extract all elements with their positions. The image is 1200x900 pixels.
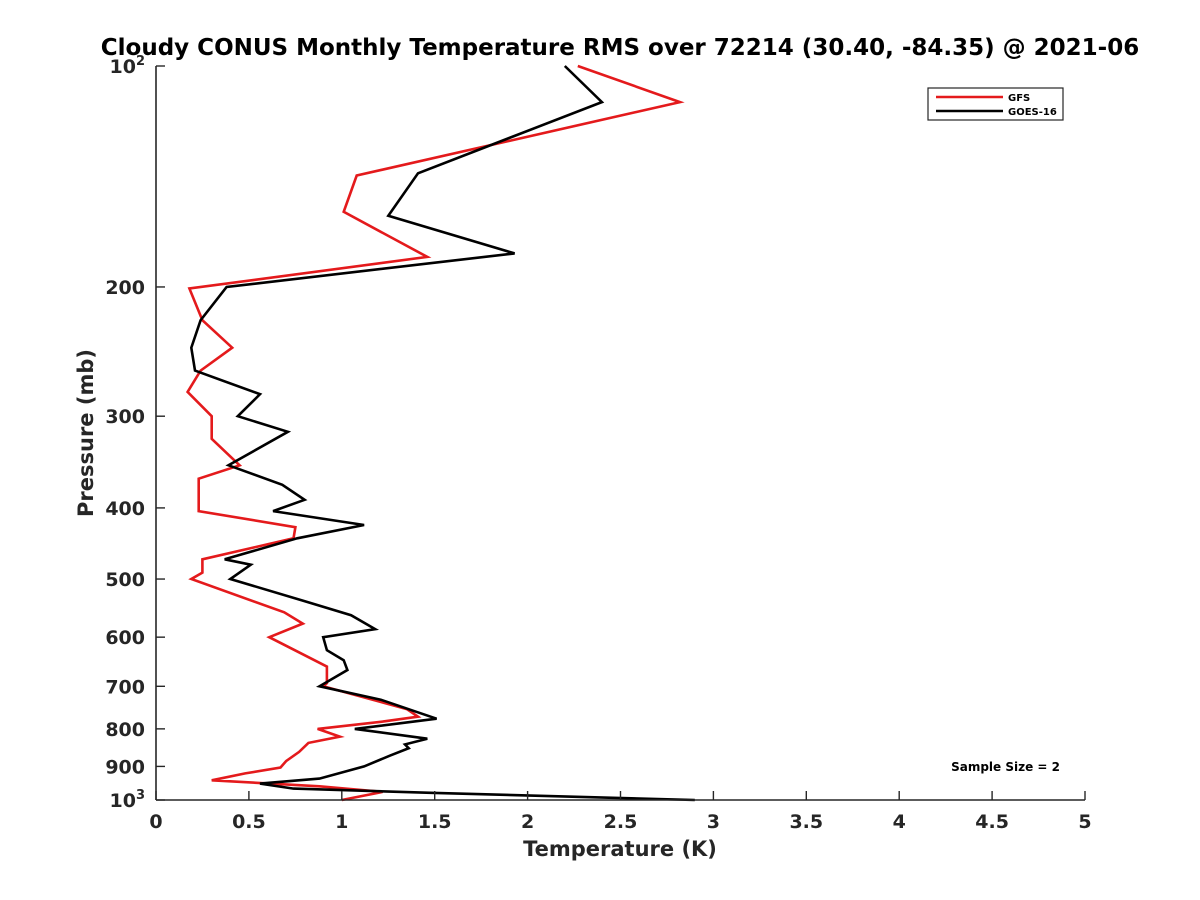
sample-size-annotation: Sample Size = 2 — [951, 760, 1060, 774]
y-axis-label: Pressure (mb) — [74, 349, 98, 517]
x-tick-label: 0 — [149, 811, 162, 833]
x-tick-label: 1.5 — [418, 811, 452, 833]
y-tick-label: 700 — [105, 676, 145, 698]
y-tick-label: 600 — [105, 627, 145, 649]
x-tick-label: 4.5 — [975, 811, 1009, 833]
legend-label: GFS — [1008, 93, 1030, 104]
x-tick-label: 0.5 — [232, 811, 266, 833]
y-tick-label: 800 — [105, 719, 145, 741]
y-tick-label: 400 — [105, 498, 145, 520]
y-axis-ticks: 102 200 300 400 500 600 700 800 900 103 — [105, 54, 165, 812]
x-axis-ticks: 0 0.5 1 1.5 2 2.5 3 3.5 4 4.5 5 — [149, 791, 1092, 833]
x-tick-label: 5 — [1078, 811, 1091, 833]
x-tick-label: 2 — [521, 811, 534, 833]
legend-box — [927, 87, 1064, 121]
x-tick-label: 2.5 — [604, 811, 638, 833]
x-tick-label: 4 — [893, 811, 906, 833]
y-tick-label: 200 — [105, 277, 145, 299]
y-tick-label: 500 — [105, 569, 145, 591]
y-tick-label: 103 — [110, 788, 146, 812]
x-tick-label: 3 — [707, 811, 720, 833]
axes-layer — [155, 66, 1085, 801]
y-tick-label: 900 — [105, 756, 145, 778]
series-layer — [185, 64, 695, 802]
chart-title: Cloudy CONUS Monthly Temperature RMS ove… — [101, 35, 1139, 61]
x-tick-label: 3.5 — [789, 811, 823, 833]
x-tick-label: 1 — [335, 811, 348, 833]
series-line-goes-16 — [189, 65, 695, 802]
x-axis-label: Temperature (K) — [523, 837, 717, 861]
series-line-gfs — [185, 64, 685, 802]
legend-label: GOES-16 — [1008, 107, 1057, 118]
legend: GFS GOES-16 — [927, 87, 1064, 121]
y-tick-label: 102 — [110, 54, 146, 78]
y-tick-label: 300 — [105, 406, 145, 428]
